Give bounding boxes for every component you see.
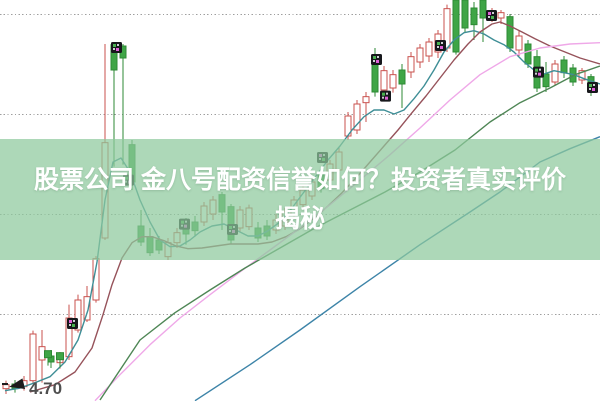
candle-down [398,69,406,85]
signal-marker [533,66,544,78]
candle-up [425,41,433,57]
candle-down [371,61,379,93]
signal-marker [67,318,78,329]
candle-down [506,16,514,49]
signal-marker [587,82,598,93]
candle-down [560,59,568,74]
signal-marker [486,10,497,21]
candle-up [416,47,424,63]
candle-up [551,63,559,83]
signal-marker [111,42,122,53]
candle-up [74,299,82,331]
candle-down [452,0,460,53]
candle-up [353,103,361,131]
headline-banner: 股票公司 金八号配资信誉如何？投资者真实评价 揭秘 [0,139,600,260]
candle-up [29,333,37,382]
candle-up [578,70,586,81]
signal-marker [371,54,382,65]
candle-up [515,35,523,51]
green-flag-marker [44,350,52,359]
candle-down [470,7,478,26]
candle-up [362,96,370,104]
candle-up [497,12,505,19]
candle-up [83,296,91,321]
candle-down [461,0,469,29]
candle-up [380,70,388,91]
signal-marker [380,90,391,102]
candle-down [524,43,532,65]
candle-up [389,74,397,89]
headline-line-1: 股票公司 金八号配资信誉如何？投资者真实评价 [34,165,566,194]
candle-up [407,56,415,73]
green-flag-marker [56,352,64,361]
candle-down [479,0,487,19]
headline-line-2: 揭秘 [274,204,325,233]
price-marker-dash [2,383,8,385]
signal-marker [435,40,446,51]
price-label: 4.70 [29,379,63,398]
